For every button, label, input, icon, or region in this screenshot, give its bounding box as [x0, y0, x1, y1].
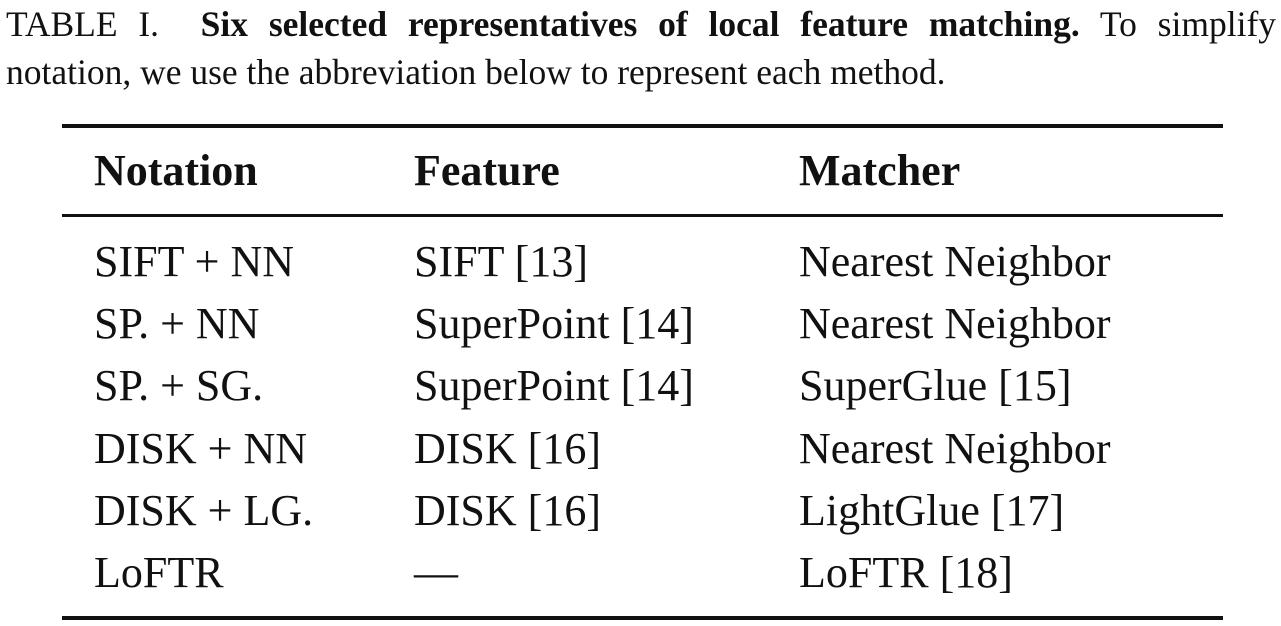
- table-label: TABLE I.: [6, 4, 160, 44]
- cell-notation: DISK + NN: [94, 424, 308, 473]
- cell-feature: SIFT [13]: [414, 237, 588, 286]
- cell-matcher: SuperGlue [15]: [799, 361, 1072, 410]
- table-bottom-rule: [62, 616, 1223, 620]
- cell-matcher: Nearest Neighbor: [799, 424, 1111, 473]
- cell-matcher: Nearest Neighbor: [799, 299, 1111, 348]
- cell-feature: DISK [16]: [414, 424, 601, 473]
- cell-feature: SuperPoint [14]: [414, 299, 694, 348]
- cell-matcher: LightGlue [17]: [799, 486, 1065, 535]
- header-matcher: Matcher: [799, 146, 961, 195]
- header-feature: Feature: [414, 146, 560, 195]
- table-header-rule: [62, 214, 1223, 217]
- table-caption: TABLE I. Six selected representatives of…: [6, 0, 1276, 96]
- cell-matcher: LoFTR [18]: [799, 548, 1013, 597]
- cell-notation: SP. + SG.: [94, 361, 264, 410]
- cell-notation: SP. + NN: [94, 299, 260, 348]
- cell-feature: —: [414, 548, 458, 597]
- table-title: Six selected representatives of local fe…: [200, 4, 1080, 44]
- table-top-rule: [62, 124, 1223, 128]
- cell-notation: SIFT + NN: [94, 237, 295, 286]
- caption-text: To simplify notation, we use the abbrevi…: [6, 4, 1277, 92]
- cell-notation: DISK + LG.: [94, 486, 314, 535]
- cell-notation: LoFTR: [94, 548, 224, 597]
- cell-matcher: Nearest Neighbor: [799, 237, 1111, 286]
- cell-feature: SuperPoint [14]: [414, 361, 694, 410]
- header-notation: Notation: [94, 146, 258, 195]
- cell-feature: DISK [16]: [414, 486, 601, 535]
